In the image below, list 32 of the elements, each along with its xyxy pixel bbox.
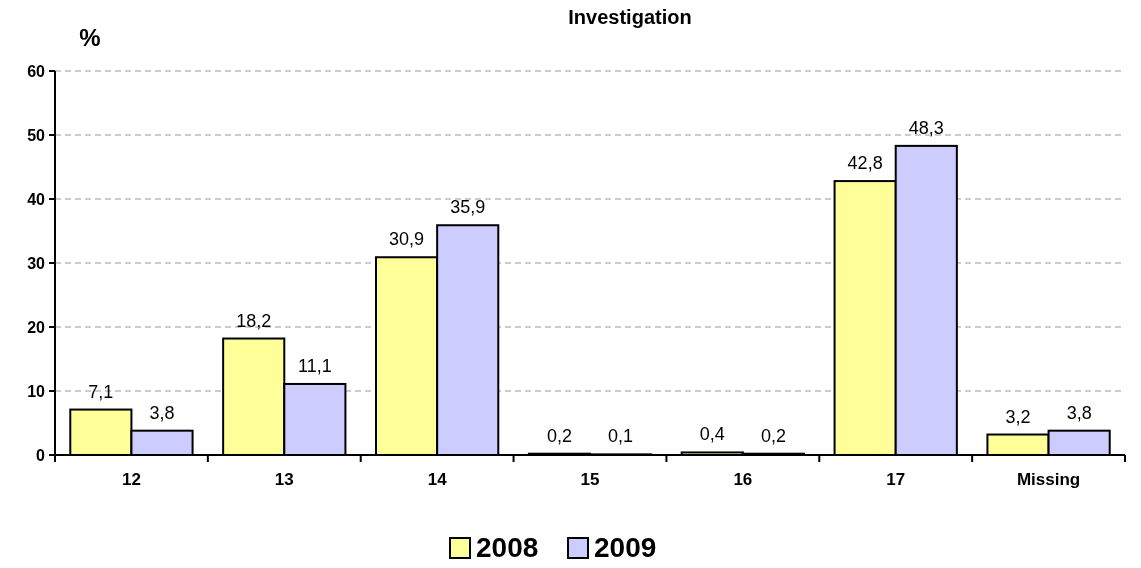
y-tick-label: 60	[27, 62, 46, 80]
data-label: 0,2	[546, 425, 572, 446]
data-label: 30,9	[389, 229, 425, 250]
data-label: 3,2	[1005, 406, 1031, 427]
data-label: 48,3	[908, 117, 944, 138]
legend-label: 2008	[476, 532, 539, 563]
data-label: 0,4	[699, 424, 725, 445]
x-tick-label: 14	[427, 470, 448, 489]
y-axis-title: %	[79, 24, 101, 51]
y-tick-label: 10	[27, 382, 46, 400]
chart-title: Investigation	[568, 6, 692, 28]
data-label: 11,1	[298, 355, 332, 376]
data-label: 42,8	[847, 153, 883, 174]
x-tick-label: 12	[121, 470, 141, 489]
y-tick-label: 20	[27, 318, 46, 336]
y-tick-label: 30	[27, 254, 46, 272]
data-label: 0,1	[608, 426, 634, 447]
y-tick-label: 0	[36, 446, 46, 464]
x-tick-label: 15	[580, 470, 600, 489]
data-label: 0,2	[760, 425, 786, 446]
x-tick-label: Missing	[1016, 470, 1081, 489]
x-tick-label: 13	[274, 470, 294, 489]
data-label: 3,8	[1066, 402, 1092, 423]
legend-label: 2009	[594, 532, 657, 563]
data-label: 7,1	[88, 381, 114, 402]
data-label: 18,2	[236, 310, 272, 331]
data-label: 3,8	[149, 402, 175, 423]
data-label: 35,9	[450, 197, 486, 218]
x-tick-label: 17	[886, 470, 906, 489]
x-tick-label: 16	[733, 470, 753, 489]
y-tick-label: 50	[27, 126, 46, 144]
y-tick-label: 40	[27, 190, 46, 208]
